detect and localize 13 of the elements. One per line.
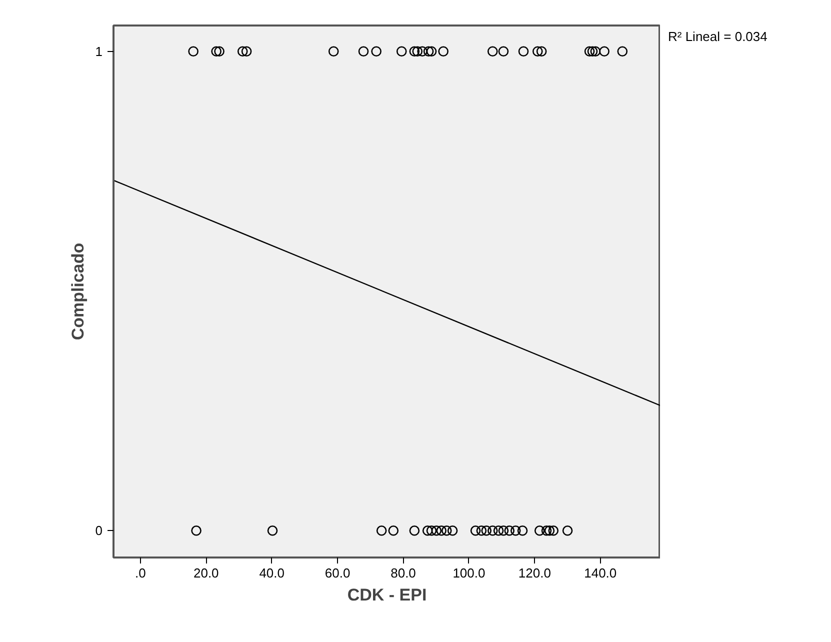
x-tick-label: 140.0 — [584, 566, 617, 580]
x-tick-label: 120.0 — [518, 566, 551, 580]
text: R² Lineal = 0.034 — [668, 28, 768, 46]
x-tick-label: 80.0 — [390, 566, 416, 580]
y-tick-label: 0 — [95, 523, 103, 538]
x-tick-label: 40.0 — [259, 566, 285, 580]
y-tick-label: 1 — [95, 44, 103, 59]
x-axis-title: CDK - EPI — [347, 586, 427, 604]
x-tick-label: .0 — [135, 566, 146, 580]
x-tick-label: 100.0 — [452, 566, 486, 580]
x-tick-label: 60.0 — [324, 566, 350, 580]
y-axis-title: Complicado — [68, 242, 88, 340]
x-tick-label: 20.0 — [193, 566, 219, 580]
